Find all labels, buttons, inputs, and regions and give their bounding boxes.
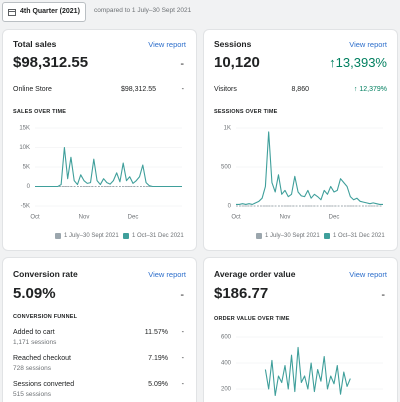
legend-swatch (324, 233, 330, 239)
legend-label: 1 July–30 Sept 2021 (265, 233, 320, 239)
metric-value: 5.09% (13, 285, 56, 302)
total-sales-card: Total sales View report $98,312.55 - Onl… (3, 30, 196, 250)
y-tick-label: 0 (27, 184, 31, 190)
period: 4th Quarter (2021) (20, 8, 80, 15)
x-tick-label: Nov (79, 215, 90, 221)
series-line (35, 146, 182, 188)
x-tick-label: Dec (128, 215, 139, 221)
legend-label: 1 Oct–31 Dec 2021 (132, 233, 184, 239)
y-tick-label: 1K (224, 126, 231, 132)
card-title: Conversion rate (13, 269, 78, 279)
view-report[interactable]: View report (148, 270, 186, 279)
row-change: ↑ 12,379% (353, 86, 387, 93)
y-tick-label: 600 (221, 335, 232, 341)
legend-swatch (123, 233, 129, 239)
metric-value: $186.77 (214, 285, 269, 302)
funnel-label: Added to cart (13, 329, 55, 336)
y-tick-label: 0 (228, 204, 232, 210)
y-tick-label: 200 (221, 387, 232, 393)
x-tick-label: Oct (231, 215, 241, 221)
y-tick-label: 5K (23, 165, 30, 171)
row-label: Visitors (214, 86, 237, 93)
funnel-change: - (181, 381, 184, 388)
legend-item: 1 Oct–31 Dec 2021 (123, 233, 184, 239)
y-tick-label: 10K (19, 145, 30, 151)
x-tick-label: Oct (30, 215, 40, 221)
section-title: CONVERSION FUNNEL (13, 314, 78, 320)
funnel-sessions: 515 sessions (13, 391, 51, 398)
y-tick-label: 500 (221, 165, 232, 171)
card-title: Average order value (214, 269, 296, 279)
chart-title: SALES OVER TIME (13, 109, 67, 115)
card-title: Total sales (13, 39, 57, 49)
metric-change: - (180, 289, 184, 301)
card-title: Sessions (214, 39, 252, 49)
y-tick-label: 400 (221, 361, 232, 367)
row-value: $98,312.55 (120, 86, 156, 93)
chart-title: SESSIONS OVER TIME (214, 109, 278, 115)
chart-title: ORDER VALUE OVER TIME (214, 316, 290, 322)
view-report[interactable]: View report (349, 270, 387, 279)
metric-change: - (180, 58, 184, 70)
funnel-label: Reached checkout (13, 355, 71, 362)
legend-item: 1 July–30 Sept 2021 (55, 233, 119, 239)
legend-label: 1 Oct–31 Dec 2021 (333, 233, 385, 239)
metric-change: - (381, 289, 385, 301)
funnel-value: 7.19% (148, 355, 168, 362)
row-change: - (181, 86, 184, 93)
view-report[interactable]: View report (148, 40, 186, 49)
legend-swatch (55, 233, 61, 239)
calendar-icon (8, 9, 16, 16)
legend-item: 1 July–30 Sept 2021 (256, 233, 320, 239)
funnel-sessions: 1,171 sessions (13, 339, 57, 346)
funnel-value: 11.57% (144, 329, 168, 336)
funnel-label: Sessions converted (13, 381, 75, 388)
funnel-value: 5.09% (148, 381, 168, 388)
y-tick-label: -5K (21, 204, 30, 210)
series-line (264, 346, 351, 397)
funnel-change: - (181, 329, 184, 336)
legend-swatch (256, 233, 262, 239)
metric-value: $98,312.55 (13, 54, 89, 71)
funnel-change: - (181, 355, 184, 362)
conversion-card: Conversion rate View report 5.09% - CONV… (3, 258, 196, 402)
x-tick-label: Dec (329, 215, 340, 221)
sessions-card: Sessions View report 10,120 ↑13,393% Vis… (204, 30, 397, 250)
comparison: compared to 1 July–30 Sept 2021 (94, 7, 192, 14)
sessions-chart: 1K 500 0 Oct Nov Dec (221, 126, 383, 221)
series-line (236, 131, 383, 205)
metric-change: ↑13,393% (329, 55, 387, 70)
view-report[interactable]: View report (349, 40, 387, 49)
row-value: 8,860 (291, 86, 309, 93)
x-tick-label: Nov (280, 215, 291, 221)
y-tick-label: 15K (19, 126, 30, 132)
aov-chart: 600 400 200 (221, 335, 383, 397)
legend-item: 1 Oct–31 Dec 2021 (324, 233, 385, 239)
period-button[interactable]: 4th Quarter (2021) (2, 2, 86, 22)
funnel-sessions: 728 sessions (13, 365, 51, 372)
row-label: Online Store (13, 86, 52, 93)
legend-label: 1 July–30 Sept 2021 (64, 233, 119, 239)
metric-value: 10,120 (214, 54, 260, 71)
